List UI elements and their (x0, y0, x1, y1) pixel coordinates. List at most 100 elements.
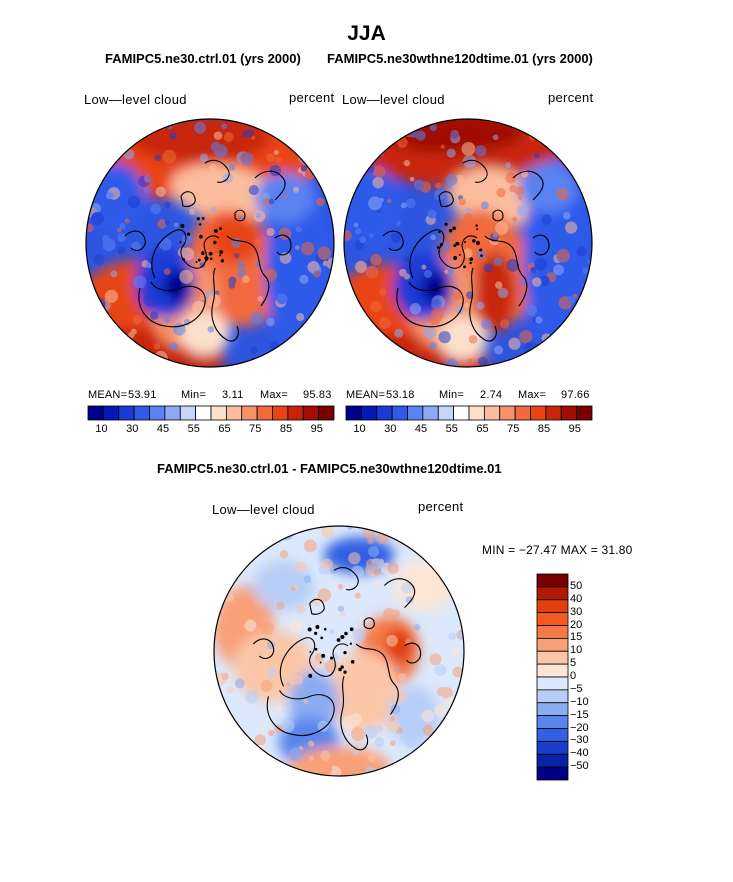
island (340, 634, 345, 640)
field-speckle (430, 234, 436, 241)
colorbar-swatch (256, 405, 273, 421)
field-speckle (275, 156, 282, 163)
field-speckle (379, 197, 384, 203)
field-speckle (244, 751, 250, 757)
island (476, 228, 479, 231)
field-speckle (433, 561, 441, 569)
field-speckle (337, 605, 345, 612)
field-speckle (258, 657, 273, 671)
field-speckle (405, 596, 414, 604)
field-speckle (415, 130, 426, 141)
field-speckle (463, 212, 473, 222)
field-speckle (532, 277, 542, 287)
field-speckle (359, 236, 367, 244)
field-speckle (435, 545, 442, 552)
field-speckle (266, 227, 275, 237)
field-speckle (293, 119, 302, 123)
field-speckle (427, 209, 437, 219)
field-speckle (294, 561, 307, 574)
colorbar-swatch (210, 405, 227, 421)
field-speckle (400, 202, 407, 209)
colorbar-swatch (536, 676, 569, 691)
field-speckle (350, 565, 365, 579)
field-speckle (476, 301, 485, 310)
left-mean-label: MEAN= (88, 389, 128, 401)
field-speckle (483, 263, 493, 273)
field-speckle (494, 345, 504, 355)
field-speckle (321, 558, 334, 571)
right-variable-label: Low—level cloud (342, 92, 445, 107)
field-speckle (108, 124, 120, 136)
field-speckle (363, 146, 376, 160)
field-speckle (307, 260, 320, 273)
field-speckle (288, 675, 299, 686)
field-speckle (268, 569, 273, 574)
coastline (252, 638, 275, 660)
field-speckle (227, 686, 234, 694)
field-region (288, 746, 390, 776)
field-speckle (404, 734, 418, 749)
field-speckle (421, 709, 435, 723)
colorbar-swatch (536, 586, 569, 601)
field-speckle (438, 330, 451, 344)
field-speckle (495, 281, 503, 289)
field-speckle (399, 119, 405, 124)
field-speckle (354, 260, 367, 273)
field-speckle (442, 242, 451, 251)
field-speckle (439, 571, 454, 586)
field-speckle (456, 632, 462, 638)
field-speckle (207, 325, 215, 333)
island (180, 223, 185, 228)
field-speckle (394, 328, 404, 338)
colorbar-swatch (241, 405, 258, 421)
field-speckle (457, 590, 463, 595)
coastline (484, 235, 528, 307)
field-speckle (386, 634, 398, 647)
field-speckle (319, 763, 332, 776)
field-speckle (556, 248, 570, 263)
field-speckle (138, 119, 148, 125)
field-speckle (119, 222, 126, 230)
field-speckle (210, 141, 221, 152)
field-speckle (238, 215, 244, 221)
field-speckle (378, 317, 391, 329)
map-boundary (213, 525, 465, 777)
diff-variable-label: Low—level cloud (212, 502, 315, 517)
field-speckle (421, 264, 427, 270)
colorbar-tick-label: −30 (570, 734, 589, 747)
field-speckle (308, 755, 314, 761)
colorbar-tick-label: 10 (95, 423, 108, 435)
colorbar-swatch (87, 405, 104, 421)
field-speckle (374, 737, 385, 748)
field-speckle (434, 664, 447, 677)
colorbar-swatch (468, 405, 485, 421)
field-speckle (547, 123, 558, 134)
right-mean-label: MEAN= (346, 389, 386, 401)
colorbar-swatch (536, 728, 569, 742)
field-speckle (313, 337, 319, 343)
island (480, 254, 483, 258)
field-speckle (576, 142, 583, 149)
left-units-label: percent (289, 90, 335, 105)
field-speckle (93, 254, 105, 266)
field-speckle (143, 187, 150, 194)
field-speckle (228, 621, 241, 635)
coastline (438, 191, 454, 208)
field-speckle (545, 136, 550, 142)
colorbar-swatch (483, 405, 501, 421)
field-speckle (403, 256, 410, 262)
coastline (532, 234, 550, 256)
field-speckle (303, 698, 309, 704)
field-speckle (457, 530, 464, 537)
field-speckle (455, 305, 465, 315)
island (314, 631, 318, 635)
field-speckle (314, 653, 324, 662)
field-speckle (431, 747, 443, 759)
island (186, 232, 191, 236)
field-speckle (233, 526, 244, 531)
island (472, 239, 476, 243)
field-speckle (450, 129, 460, 139)
colorbar-swatch (360, 405, 378, 421)
field-speckle (217, 538, 227, 548)
colorbar-swatch (536, 612, 569, 626)
